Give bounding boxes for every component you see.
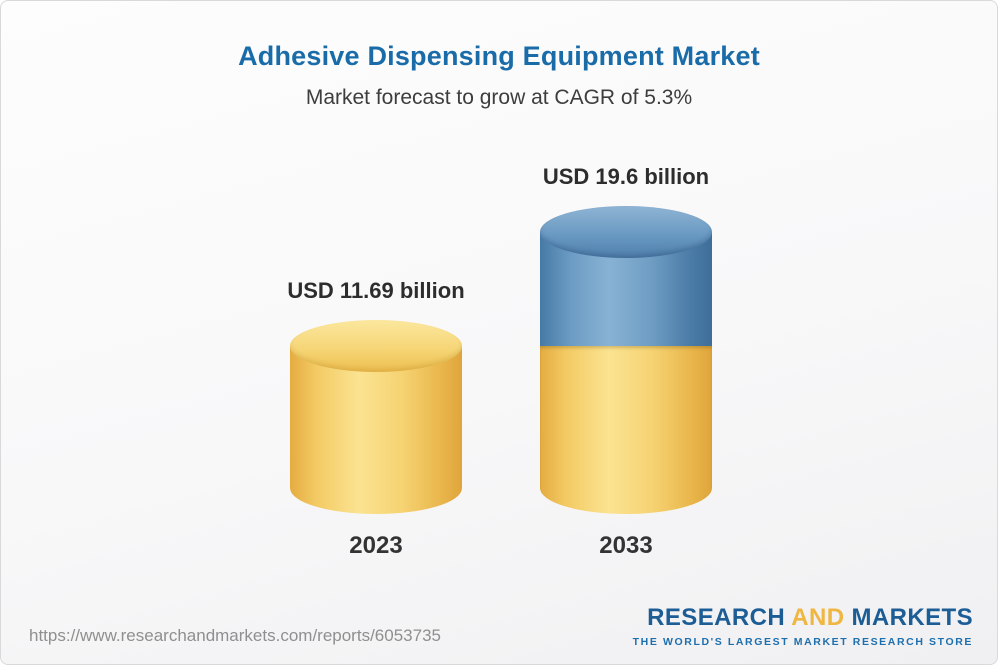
value-label-2033: USD 19.6 billion — [542, 163, 710, 189]
report-url[interactable]: https://www.researchandmarkets.com/repor… — [29, 626, 441, 645]
cylinder-2033 — [540, 205, 712, 514]
research-and-markets-logo: RESEARCH AND MARKETS THE WORLD'S LARGEST… — [633, 604, 973, 648]
cylinder-2033-base-segment — [540, 345, 712, 514]
footer: https://www.researchandmarkets.com/repor… — [29, 604, 973, 648]
logo-word-markets: MARKETS — [851, 604, 973, 631]
logo-tagline: THE WORLD'S LARGEST MARKET RESEARCH STOR… — [632, 636, 973, 648]
bar-group-2023: USD 11.69 billion 2023 — [287, 277, 465, 560]
value-label-2023: USD 11.69 billion — [287, 277, 465, 303]
cylinder-2023-body — [290, 345, 462, 514]
logo-wordmark: RESEARCH AND MARKETS — [633, 604, 973, 632]
bar-group-2033: USD 19.6 billion 2033 — [540, 164, 712, 560]
logo-word-research: RESEARCH — [647, 604, 786, 631]
logo-word-and: AND — [791, 604, 845, 631]
page-subtitle: Market forecast to grow at CAGR of 5.3% — [305, 86, 693, 109]
year-label-2023: 2023 — [349, 532, 403, 559]
cylinder-2023 — [290, 319, 462, 514]
cylinder-2033-cap — [540, 205, 712, 258]
page-title: Adhesive Dispensing Equipment Market — [238, 41, 760, 71]
year-label-2033: 2033 — [599, 532, 653, 559]
cylinder-2023-cap — [290, 319, 462, 372]
